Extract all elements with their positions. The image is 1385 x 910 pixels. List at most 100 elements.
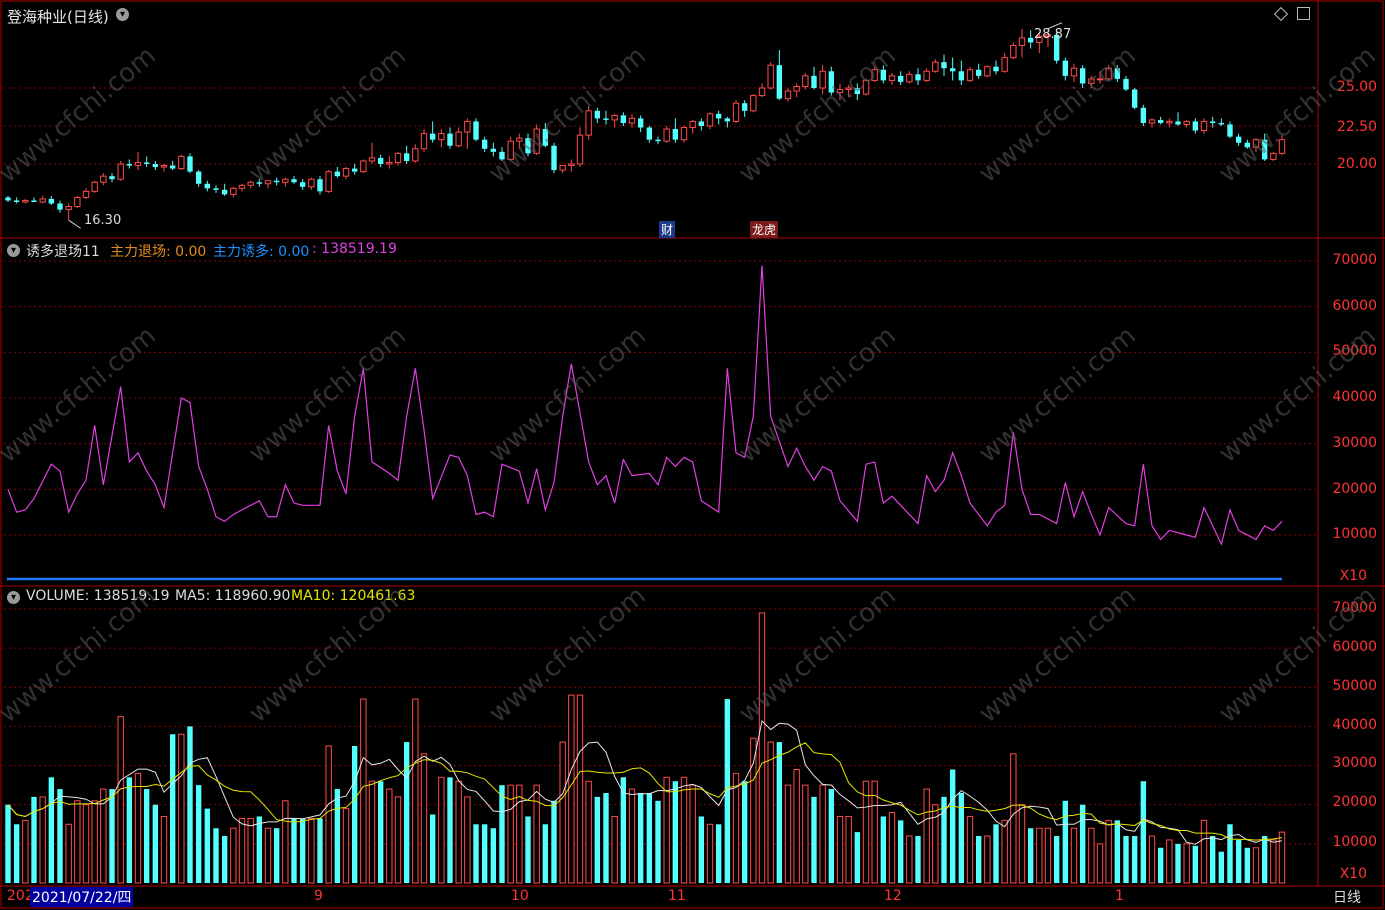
candle-body-down — [187, 156, 193, 172]
chevron-down-icon[interactable]: ▾ — [116, 8, 129, 21]
candle-body-down — [57, 203, 63, 210]
candle-body-up — [750, 95, 757, 112]
volume-bar-down — [334, 789, 341, 883]
volume-value: VOLUME: 138519.19 — [26, 588, 170, 604]
volume-bar-down — [57, 789, 63, 883]
volume-bar-down — [13, 824, 20, 883]
volume-bar-down — [221, 836, 228, 883]
volume-bar-down — [646, 792, 653, 883]
candle-body-up — [282, 178, 289, 183]
volume-bar-up — [1200, 819, 1208, 884]
candle-body-down — [958, 71, 965, 81]
volume-bar-up — [238, 817, 246, 884]
volume-bar-down — [915, 836, 921, 883]
volume-bar-up — [282, 800, 289, 884]
volume-bar-up — [836, 815, 844, 884]
candle-body-up — [1088, 78, 1095, 84]
dragon-tiger-event-tag[interactable]: 龙虎 — [750, 221, 779, 238]
volume-bar-down — [187, 726, 193, 883]
volume-bar-down — [31, 796, 37, 883]
volume-bar-down — [854, 832, 861, 883]
candle-body-down — [195, 171, 202, 184]
volume-bar-down — [525, 816, 531, 883]
finance-event-tag[interactable]: 财 — [659, 221, 676, 238]
volume-bar-down — [126, 777, 133, 883]
indicator-exit: 主力退场: 0.00 — [110, 244, 207, 260]
candle-body-down — [603, 118, 609, 120]
chevron-down-icon[interactable]: ▾ — [7, 591, 20, 604]
candle-body-down — [724, 118, 731, 122]
indicator-line — [7, 265, 1283, 546]
period-button[interactable]: 日线 — [1333, 890, 1361, 906]
candle-body-up — [680, 127, 688, 141]
volume-bar-up — [178, 733, 185, 884]
candle-body-down — [447, 133, 453, 146]
volume-bar-up — [386, 788, 393, 884]
volume-bar-up — [507, 784, 514, 884]
candle-body-down — [741, 103, 748, 111]
chevron-down-icon[interactable]: ▾ — [7, 244, 20, 257]
min-pointer — [68, 219, 81, 229]
volume-bar-down — [1079, 804, 1086, 883]
volume-bar-up — [750, 737, 757, 884]
volume-bar-down — [169, 734, 176, 883]
volume-bar-down — [109, 789, 115, 883]
candle-body-down — [1175, 121, 1181, 125]
volume-bar-up — [862, 780, 870, 884]
candle-body-up — [819, 70, 826, 89]
volume-bar-up — [1010, 753, 1017, 884]
volume-bar-down — [490, 828, 497, 883]
x-axis-label: 12 — [884, 888, 902, 904]
volume-bar-down — [1123, 836, 1129, 883]
volume-ma5: MA5: 118960.90 — [175, 588, 291, 604]
volume-bar-up — [923, 788, 930, 884]
candle-body-down — [975, 69, 982, 76]
candle-body-up — [368, 157, 376, 162]
candle-body-down — [897, 75, 904, 82]
volume-bar-up — [1001, 819, 1008, 884]
candle-body-up — [325, 171, 332, 192]
max-price-label: 28.87 — [1034, 27, 1072, 42]
volume-ma10-line — [7, 742, 1283, 841]
volume-bar-down — [880, 816, 887, 883]
volume-bar-down — [897, 820, 904, 883]
volume-bar-up — [1183, 843, 1190, 884]
volume-bar-down — [1053, 836, 1060, 883]
volume-bar-up — [628, 788, 636, 884]
volume-bar-up — [576, 694, 584, 884]
volume-bar-up — [1096, 843, 1104, 884]
candle-body-down — [273, 180, 280, 183]
candle-body-up — [568, 163, 575, 167]
window-icon[interactable] — [1297, 7, 1310, 20]
candle-body-up — [802, 75, 809, 87]
candle-body-down — [1227, 124, 1233, 137]
candle-body-up — [1105, 67, 1112, 80]
volume-bar-up — [732, 772, 740, 884]
candle-body-up — [420, 133, 428, 150]
candle-body-down — [1123, 78, 1129, 90]
volume-bar-down — [1261, 836, 1268, 883]
candle-body-up — [1166, 120, 1173, 124]
candle-body-up — [1070, 67, 1078, 77]
volume-bar-up — [706, 823, 714, 884]
volume-bar-down — [698, 816, 705, 883]
x-axis-label: 9 — [314, 888, 323, 904]
candle-body-down — [1235, 136, 1242, 143]
volume-bar-down — [1027, 828, 1034, 883]
volume-bar-up — [767, 741, 774, 884]
candle-body-down — [776, 65, 783, 99]
candle-body-up — [663, 128, 670, 142]
candle-body-down — [204, 183, 211, 189]
volume-bar-down — [447, 777, 453, 883]
volume-bar-down — [715, 824, 722, 883]
volume-ma10: MA10: 120461.63 — [291, 588, 416, 604]
candle-body-up — [706, 113, 714, 127]
volume-bar-down — [975, 836, 982, 883]
candle-body-up — [793, 85, 800, 92]
volume-bar-down — [291, 818, 297, 883]
x10-label: X10 — [1339, 866, 1367, 882]
candle-body-up — [784, 90, 792, 100]
volume-bar-up — [888, 812, 896, 884]
